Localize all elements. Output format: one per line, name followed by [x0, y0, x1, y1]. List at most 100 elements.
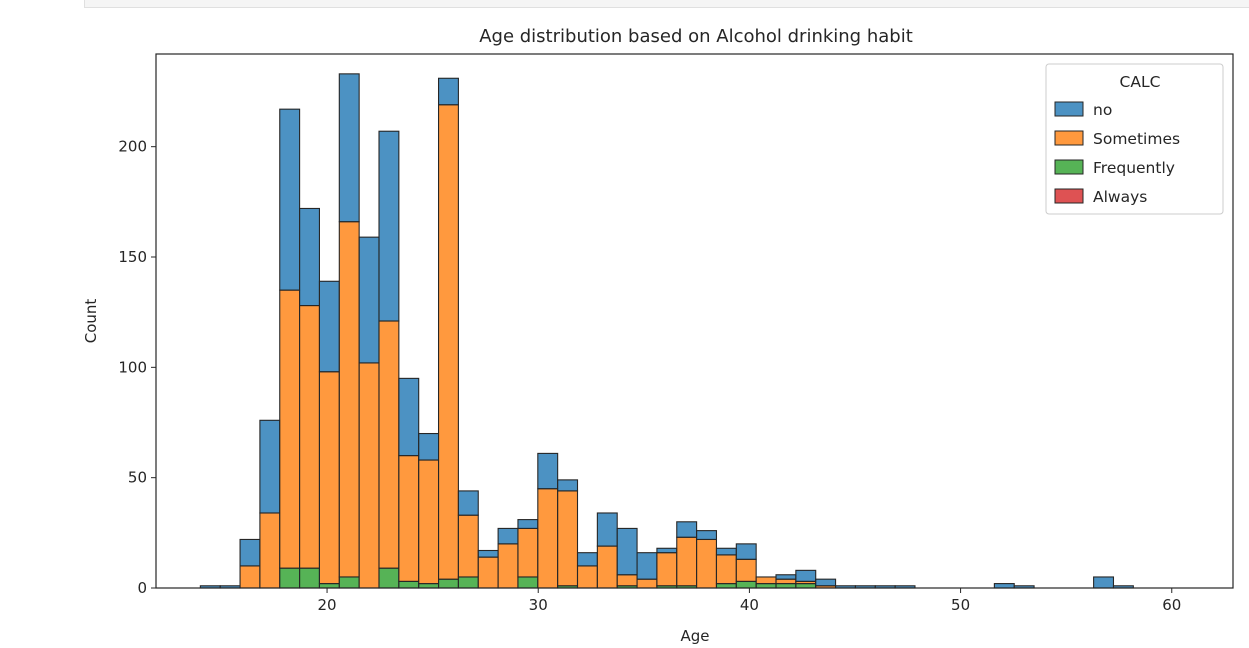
y-tick-label-150: 150: [118, 248, 147, 266]
bar-no-14: [477, 549, 499, 558]
bar-sometimes-24: [676, 536, 698, 587]
bar-frequently-9: [378, 567, 400, 589]
y-tick-label-200: 200: [118, 138, 147, 156]
x-tick-label-50: 50: [951, 596, 970, 614]
legend-label-sometimes: Sometimes: [1093, 130, 1180, 148]
bar-sometimes-29: [775, 578, 797, 585]
bar-frequently-11: [418, 583, 440, 589]
bar-no-9: [378, 130, 400, 322]
bar-no-11: [418, 432, 440, 461]
bar-frequently-26: [715, 583, 737, 589]
bar-no-16: [517, 519, 539, 529]
bar-no-19: [576, 552, 598, 567]
bar-frequently-12: [437, 578, 459, 589]
y-axis-title: Count: [82, 299, 100, 344]
bar-sometimes-11: [418, 459, 440, 585]
bar-frequently-7: [338, 576, 360, 589]
axes-group: 20 30 40 50 60 0 50 100 150 200: [118, 138, 1181, 614]
bar-sometimes-21: [616, 574, 638, 587]
bar-no-17: [537, 452, 559, 490]
bar-sometimes-17: [537, 488, 559, 589]
bar-frequently-13: [457, 576, 479, 589]
bar-no-27: [735, 543, 757, 560]
bar-frequently-28: [755, 583, 777, 589]
bar-sometimes-18: [557, 490, 579, 587]
bar-frequently-16: [517, 576, 539, 589]
bar-sometimes-26: [715, 554, 737, 585]
x-tick-label-20: 20: [318, 596, 337, 614]
legend-title: CALC: [1120, 73, 1161, 91]
bar-sometimes-8: [358, 362, 380, 589]
x-axis-title: Age: [680, 627, 709, 645]
bar-no-45: [1093, 576, 1115, 589]
x-tick-label-30: 30: [529, 596, 548, 614]
legend-label-frequently: Frequently: [1093, 159, 1175, 177]
bar-no-23: [656, 547, 678, 554]
bar-sometimes-4: [279, 289, 301, 569]
bar-no-10: [398, 377, 420, 457]
bar-no-7: [338, 73, 360, 223]
bar-frequently-5: [299, 567, 321, 589]
bar-sometimes-6: [318, 371, 340, 585]
bar-sometimes-7: [338, 221, 360, 578]
bar-sometimes-16: [517, 527, 539, 578]
notebook-cell-border: [84, 0, 1249, 8]
bar-frequently-29: [775, 583, 797, 589]
bar-no-21: [616, 527, 638, 576]
bar-frequently-6: [318, 583, 340, 589]
bar-no-22: [636, 552, 658, 580]
bar-no-26: [715, 547, 737, 556]
bar-sometimes-23: [656, 552, 678, 587]
bar-sometimes-14: [477, 556, 499, 589]
bar-sometimes-27: [735, 558, 757, 582]
bar-sometimes-20: [596, 545, 618, 589]
bar-sometimes-25: [696, 538, 718, 589]
bar-frequently-27: [735, 580, 757, 589]
bar-no-5: [299, 207, 321, 307]
legend-box: [1045, 63, 1224, 215]
legend-label-always: Always: [1093, 188, 1147, 206]
bar-sometimes-5: [299, 304, 321, 569]
legend: CALC no Sometimes Frequently Always: [1045, 63, 1224, 215]
bar-no-12: [437, 77, 459, 106]
plot-frame: [155, 53, 1234, 589]
bar-no-30: [795, 569, 817, 582]
bar-no-29: [775, 574, 797, 580]
x-tick-label-40: 40: [740, 596, 759, 614]
bar-sometimes-12: [437, 104, 459, 580]
bar-frequently-30: [795, 583, 817, 589]
bar-no-3: [259, 419, 281, 514]
bar-no-15: [497, 527, 519, 545]
bar-no-25: [696, 530, 718, 541]
bar-no-18: [557, 479, 579, 492]
y-tick-label-50: 50: [128, 469, 147, 487]
bar-sometimes-28: [755, 576, 777, 585]
bar-sometimes-13: [457, 514, 479, 578]
legend-swatch-always: [1054, 188, 1084, 204]
x-tick-label-60: 60: [1162, 596, 1181, 614]
chart-title: Age distribution based on Alcohol drinki…: [479, 26, 913, 47]
legend-swatch-sometimes: [1054, 130, 1084, 146]
bar-sometimes-22: [636, 578, 658, 589]
bar-no-8: [358, 236, 380, 364]
bar-sometimes-3: [259, 512, 281, 589]
bar-no-31: [815, 578, 837, 587]
bar-no-13: [457, 490, 479, 516]
bar-frequently-4: [279, 567, 301, 589]
y-tick-label-100: 100: [118, 358, 147, 376]
bar-no-20: [596, 512, 618, 547]
y-tick-label-0: 0: [137, 579, 147, 597]
bar-sometimes-2: [239, 565, 261, 589]
bar-no-4: [279, 108, 301, 291]
legend-swatch-frequently: [1054, 159, 1084, 175]
bars-group: [199, 73, 1134, 589]
bar-sometimes-19: [576, 565, 598, 589]
bar-sometimes-10: [398, 455, 420, 582]
bar-no-6: [318, 280, 340, 373]
bar-no-2: [239, 538, 261, 567]
legend-swatch-no: [1054, 101, 1084, 117]
bar-sometimes-15: [497, 543, 519, 589]
bar-no-24: [676, 521, 698, 538]
legend-label-no: no: [1093, 101, 1112, 119]
